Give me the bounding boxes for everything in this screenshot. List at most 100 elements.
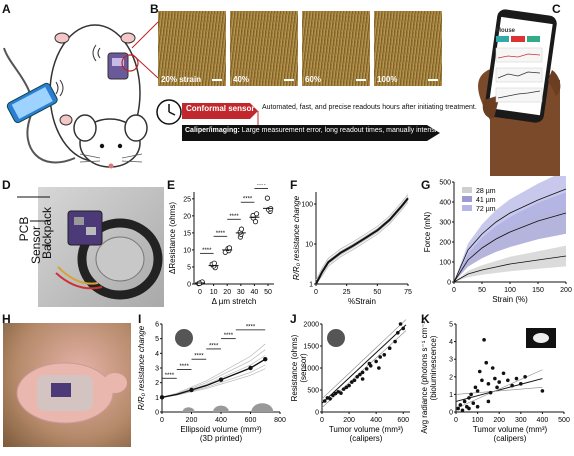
data-point	[519, 382, 523, 386]
data-point	[501, 371, 506, 376]
chart-g: 0 100 200 300 400 500 0 50 100 150 200 Strain (%) Fo…	[423, 176, 572, 304]
data-point	[360, 370, 365, 375]
clock-icon	[156, 99, 182, 125]
significance-label: ****	[202, 248, 212, 254]
significance-label: ****	[209, 343, 219, 349]
replicate-line	[315, 194, 409, 281]
bioluminescence-spot	[533, 333, 549, 343]
x-tick-label: 0	[454, 417, 458, 424]
x-tick-label: 800	[274, 417, 286, 424]
x-tick-label: 50	[264, 289, 272, 296]
x-tick-label: 200	[186, 417, 198, 424]
legend-label: 41 µm	[476, 197, 496, 204]
x-tick-label: 10	[210, 289, 218, 296]
phone-screen-plots	[495, 47, 543, 103]
replicate-line	[161, 349, 266, 398]
micrograph-40: 40%	[230, 11, 298, 86]
data-point	[189, 387, 194, 393]
data-point	[469, 392, 473, 397]
panel-label-k: K	[421, 312, 430, 326]
data-point	[331, 393, 335, 398]
data-point	[377, 366, 381, 370]
data-point	[252, 219, 259, 225]
significance-label: ****	[243, 197, 253, 203]
panel-label-e: E	[167, 178, 176, 192]
data-point	[540, 389, 545, 393]
data-point	[473, 385, 478, 390]
data-point	[467, 406, 471, 411]
data-point	[264, 195, 271, 201]
x-axis-label-2: (calipers)	[494, 434, 527, 443]
sensor-icon	[175, 329, 193, 347]
mouse-photo	[3, 323, 131, 447]
y-axis-label: ΔResistance (ohms)	[168, 202, 177, 274]
y-axis-label-2: (sensor)	[299, 353, 308, 383]
data-point	[218, 377, 224, 382]
legend-label: 72 µm	[476, 206, 496, 213]
x-tick-label: 200	[560, 287, 572, 294]
data-point	[387, 346, 392, 350]
mouse-illustration	[3, 24, 148, 169]
x-tick-label: 50	[478, 287, 486, 294]
y-tick-label: 0	[315, 410, 319, 417]
micrograph-label: 40%	[233, 75, 250, 84]
phone-button[interactable]	[526, 36, 540, 42]
y-tick-label: 4	[449, 339, 453, 346]
y-tick-label: 15	[183, 230, 191, 237]
significance-label: ****	[179, 364, 189, 370]
phone-button[interactable]	[496, 36, 510, 42]
y-tick-label: 2	[155, 380, 159, 387]
panel-label-i: I	[138, 312, 142, 326]
x-tick-label: 0	[320, 417, 324, 424]
chart-k: 0 1 2 3 4 5 0 100 200 300 400 500 Tumor volume (mm³)…	[420, 318, 570, 443]
x-tick-label: 0	[452, 287, 456, 294]
y-tick-label: 0	[155, 410, 159, 417]
x-tick-label: 20	[223, 289, 231, 296]
data-point	[482, 338, 486, 342]
x-axis-label: Tumor volume (mm³)	[473, 425, 548, 434]
y-tick-label: 2000	[303, 322, 319, 329]
data-point	[349, 380, 354, 384]
data-point	[325, 396, 330, 400]
x-tick-label: 75	[404, 289, 412, 296]
y-tick-label: 1	[309, 282, 313, 289]
x-axis-label: Tumor volume (mm³)	[329, 425, 404, 434]
phone-button[interactable]	[511, 36, 525, 42]
panel-label-h: H	[2, 312, 11, 326]
data-point	[497, 380, 501, 384]
y-tick-label: 300	[439, 220, 451, 227]
data-point	[341, 387, 346, 391]
data-point	[460, 408, 465, 413]
zoom-lines	[131, 21, 159, 79]
x-tick-label: 100	[472, 417, 484, 424]
replicate-line	[161, 358, 266, 398]
device-photo	[38, 187, 164, 307]
panel-label-f: F	[290, 178, 298, 192]
phone-button-row	[496, 36, 540, 42]
data-point	[458, 403, 463, 407]
data-point	[495, 385, 499, 390]
data-point	[396, 331, 400, 335]
data-point	[486, 382, 491, 386]
x-axis-label: %Strain	[348, 297, 376, 306]
data-point	[378, 355, 383, 359]
y-tick-label: 4	[155, 351, 159, 358]
x-tick-label: 300	[515, 417, 527, 424]
data-point	[248, 365, 253, 371]
y-tick-label: 200	[439, 240, 451, 247]
micrograph-20: 20% strain	[158, 11, 226, 86]
series-line	[453, 212, 567, 283]
data-point	[347, 383, 351, 388]
y-tick-label: 5	[155, 336, 159, 343]
x-tick-label: 30	[237, 289, 245, 296]
confidence-band	[454, 176, 566, 282]
y-axis-label: Force (mN)	[423, 211, 432, 252]
sensor-icon	[327, 329, 345, 347]
data-point	[339, 391, 343, 395]
data-point	[344, 385, 349, 390]
data-point	[333, 391, 338, 396]
panel-label-a: A	[2, 2, 11, 16]
x-tick-label: 0	[198, 289, 202, 296]
significance-label: ****	[229, 214, 239, 220]
